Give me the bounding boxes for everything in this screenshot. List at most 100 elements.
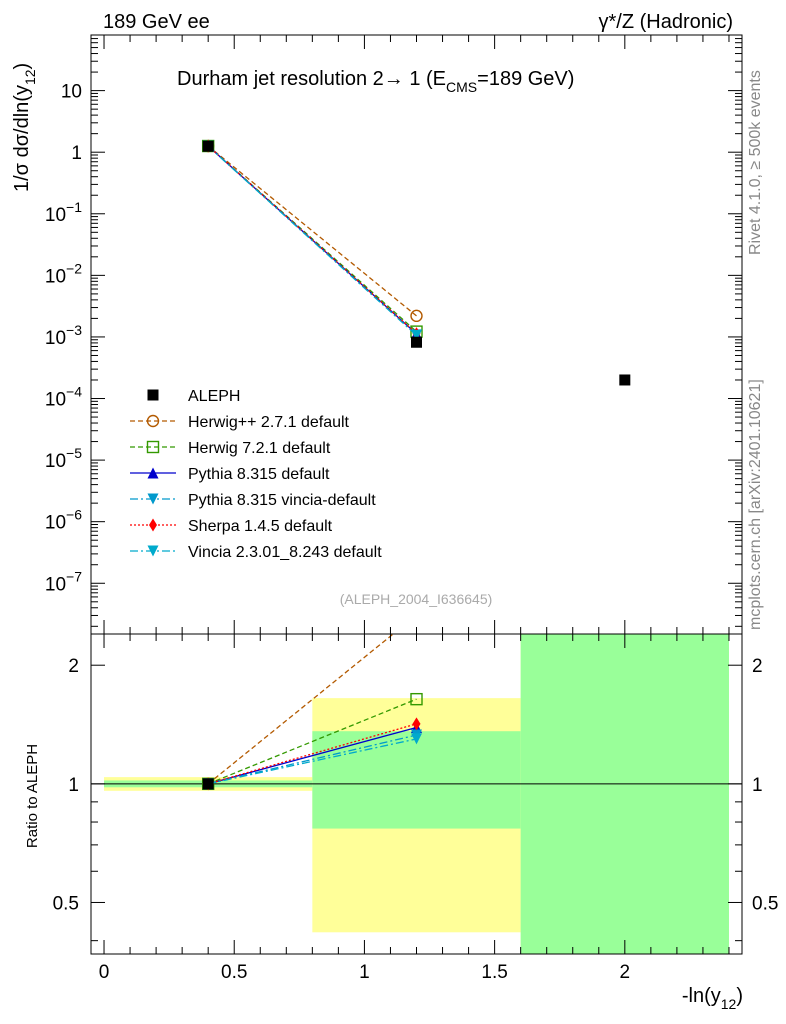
main-series-point [411, 329, 422, 341]
x-tick-label: 2 [620, 962, 631, 983]
main-y-tick-label: 10−1 [45, 199, 82, 226]
plot-title-end: =189 GeV) [477, 68, 574, 90]
main-y-label-end: ) [11, 63, 33, 70]
legend-entry-0: Herwig++ 2.7.1 default [130, 414, 350, 431]
ratio-band-stat-2 [520, 634, 729, 954]
main-y-label-main: 1/σ dσ/dln(y [11, 85, 33, 192]
legend-entry-2: Pythia 8.315 default [130, 466, 330, 483]
header-right: γ*/Z (Hadronic) [599, 11, 733, 33]
ratio-axes: 0.5 0.5 1 1 2 2 0 0.5 1 1.5 2 [53, 633, 778, 983]
main-series-0 [201, 139, 423, 323]
data-point [411, 336, 422, 348]
legend-marker [147, 467, 159, 479]
main-y-tick-base: 10 [45, 574, 66, 595]
main-y-tick-label: 10 [61, 82, 82, 103]
main-y-tick-exp: −3 [66, 322, 82, 338]
main-series-line [207, 145, 417, 317]
main-y-tick-label: 10−5 [45, 445, 82, 472]
ratio-data-point [202, 778, 214, 790]
ratio-y-tick-label-right: 2 [752, 656, 763, 677]
x-label-end: ) [736, 985, 743, 1007]
legend-marker [147, 389, 159, 401]
ratio-series-point [412, 717, 421, 731]
legend-entry-data: ALEPH [147, 388, 240, 405]
main-y-tick-exp: −7 [66, 568, 82, 584]
ratio-series-clipped [91, 634, 742, 791]
main-series-point [410, 309, 423, 323]
x-tick-label: 0 [99, 962, 110, 983]
legend-entry-5: Vincia 2.3.01_8.243 default [130, 544, 382, 561]
ratio-y-axis-label: Ratio to ALEPH [24, 744, 41, 848]
ratio-y-tick-label-right: 1 [752, 775, 763, 796]
legend-marker [147, 493, 159, 505]
main-y-tick-exp: −6 [66, 507, 82, 523]
mcplots-label: mcplots.cern.ch [arXiv:2401.10621] [747, 379, 764, 630]
main-series-line [207, 145, 417, 336]
legend-marker [147, 545, 159, 557]
data-point [619, 374, 631, 386]
main-y-tick-exp: −2 [66, 260, 82, 276]
plot-title: Durham jet resolution 2→ 1 (ECMS=189 GeV… [177, 68, 574, 95]
legend-label: ALEPH [188, 388, 240, 405]
x-label-main: -ln(y [682, 985, 721, 1007]
data-point [202, 140, 214, 152]
ratio-series-line [207, 634, 395, 785]
main-y-tick-exp: −4 [66, 384, 82, 400]
main-y-tick-base: 10 [45, 328, 66, 349]
ratio-series-point [411, 733, 422, 745]
main-y-tick-base: 10 [45, 205, 66, 226]
main-y-tick-label: 10−3 [45, 322, 82, 349]
x-axis-label: -ln(y12) [682, 985, 743, 1012]
main-y-tick-label: 10−6 [45, 507, 82, 534]
ratio-band-stat-1 [312, 731, 521, 829]
ratio-series-point [410, 692, 423, 706]
rivet-label: Rivet 4.1.0, ≥ 500k events [747, 70, 764, 255]
plot-title-sub: CMS [446, 79, 477, 95]
x-tick-label: 1.5 [481, 962, 507, 983]
ratio-series-layer [91, 634, 742, 791]
ratio-series-line [208, 723, 417, 785]
main-series-5 [202, 140, 422, 341]
main-y-tick-base: 10 [45, 513, 66, 534]
ratio-series-line [208, 726, 417, 785]
x-tick-label: 0.5 [221, 962, 247, 983]
legend-label: Vincia 2.3.01_8.243 default [188, 544, 382, 561]
legend-entry-4: Sherpa 1.4.5 default [130, 518, 333, 535]
main-series-line [207, 145, 417, 333]
legend-marker [146, 440, 160, 454]
main-y-tick-label: 1 [71, 143, 82, 164]
ratio-y-tick-label-left: 1 [68, 775, 79, 796]
main-series-line [207, 145, 417, 335]
data-points [202, 140, 631, 386]
ratio-series-line [207, 698, 417, 785]
analysis-watermark: (ALEPH_2004_I636645) [340, 591, 493, 607]
main-y-tick-exp: −5 [66, 445, 82, 461]
legend-label: Pythia 8.315 default [188, 466, 330, 483]
ratio-y-tick-label-left: 0.5 [53, 893, 79, 914]
main-y-tick-base: 10 [45, 390, 66, 411]
x-label-sub: 12 [721, 996, 737, 1012]
legend-label: Herwig 7.2.1 default [188, 440, 331, 457]
main-y-label-sub: 12 [22, 69, 38, 85]
plot-title-main: Durham jet resolution 2→ 1 (E [177, 68, 446, 90]
legend-entry-1: Herwig 7.2.1 default [130, 440, 331, 457]
legend-marker [146, 414, 160, 428]
main-series-layer [201, 139, 631, 386]
x-tick-label: 1 [359, 962, 370, 983]
legend: ALEPH Herwig++ 2.7.1 default Herwig 7.2.1 … [130, 388, 382, 561]
main-y-axis-label: 1/σ dσ/dln(y12) [11, 63, 38, 192]
header-left: 189 GeV ee [103, 11, 210, 33]
legend-marker [149, 518, 157, 532]
ratio-y-tick-label-left: 2 [68, 656, 79, 677]
legend-label: Pythia 8.315 vincia-default [188, 492, 376, 509]
main-y-tick-base: 10 [45, 266, 66, 287]
ratio-y-tick-label-right: 0.5 [752, 893, 778, 914]
main-y-tick-exp: −1 [66, 199, 82, 215]
legend-entry-3: Pythia 8.315 vincia-default [130, 492, 376, 509]
main-y-tick-label: 10−2 [45, 260, 82, 287]
main-y-tick-label: 10−7 [45, 568, 82, 595]
main-y-tick-label: 10−4 [45, 384, 82, 411]
ratio-series-line [208, 738, 417, 785]
